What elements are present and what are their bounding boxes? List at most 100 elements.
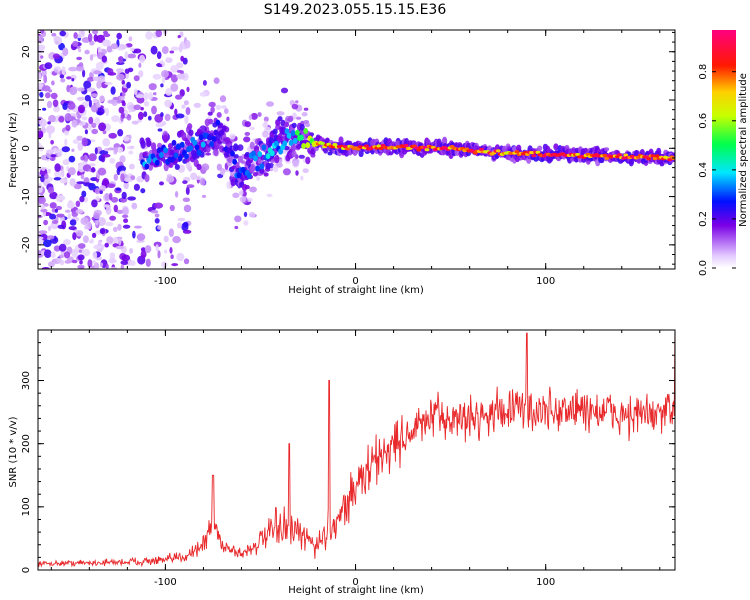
noise-blob [145,31,153,40]
noise-blob [88,153,97,162]
noise-blob [160,112,164,118]
noise-blob [53,177,62,181]
noise-blob [213,77,220,84]
noise-blob [301,111,308,117]
noise-blob [58,42,65,51]
noise-blob [49,191,58,200]
ridge-halo [268,137,274,144]
noise-blob [303,107,309,111]
ridge-halo [163,134,169,144]
ridge-core [251,150,256,157]
ridge-core [299,134,304,141]
noise-blob [39,118,47,128]
noise-blob [54,208,59,213]
ridge-core [424,148,430,152]
noise-blob [61,66,66,76]
noise-blob [99,190,103,194]
noise-blob [103,204,111,208]
noise-blob [82,69,86,78]
noise-blob [116,209,124,214]
ridge-core [144,163,150,170]
noise-blob [43,239,52,248]
noise-blob [169,204,175,212]
noise-blob [127,53,137,59]
noise-blob [69,219,77,226]
y-tick-label: -20 [21,237,32,253]
noise-blob [104,81,113,86]
noise-blob [170,83,179,92]
noise-blob [133,48,142,54]
noise-blob [248,114,253,121]
noise-blob [38,84,43,90]
noise-blob [41,167,46,171]
noise-blob [38,130,44,139]
noise-blob [147,115,152,121]
noise-blob [138,70,144,78]
ridge-core [213,129,219,136]
noise-blob [64,130,69,136]
noise-blob [154,202,163,209]
ridge-core [378,146,384,150]
noise-blob [40,30,45,34]
ridge-halo [263,172,269,177]
noise-blob [139,54,146,64]
noise-blob [121,214,129,218]
y-tick-label: -10 [21,188,32,204]
y-tick-label: 100 [21,497,32,516]
noise-blob [161,261,168,268]
x-tick-label: -100 [154,577,177,588]
x-tick-label: -100 [154,276,177,287]
noise-blob [73,32,78,39]
noise-blob [91,122,97,128]
noise-blob [38,44,46,51]
ridge-halo [299,123,305,131]
noise-blob [78,243,86,249]
noise-blob [161,121,167,126]
ridge-halo [139,137,145,145]
noise-blob [95,196,100,202]
ridge-core [171,139,177,146]
noise-blob [48,114,56,123]
noise-blob [298,154,305,159]
noise-blob [40,208,48,213]
noise-blob [152,73,162,80]
noise-blob [169,50,175,54]
noise-blob [154,213,160,218]
noise-blob [80,155,86,161]
ridge-core [257,151,263,158]
noise-blob [133,104,142,111]
noise-blob [111,196,119,203]
noise-blob [165,88,173,96]
noise-blob [115,245,125,250]
noise-blob [143,101,150,107]
noise-blob [164,99,173,108]
y-tick-label: 0 [21,567,32,573]
noise-blob [71,148,75,152]
noise-blob [180,55,185,62]
ridge-core [274,140,279,147]
noise-blob [58,243,67,252]
noise-blob [52,99,59,108]
noise-blob [47,186,55,194]
noise-blob [118,106,125,114]
ridge-core [652,156,658,161]
noise-blob [79,260,83,265]
ridge-halo [174,164,180,170]
noise-blob [57,224,65,229]
snr-series-line [38,332,675,568]
noise-blob [182,197,191,203]
noise-blob [87,76,95,82]
noise-blob [174,191,179,198]
ridge-core [602,153,608,157]
noise-blob [171,263,179,267]
noise-blob [128,36,133,42]
y-tick-label: 200 [21,434,32,453]
noise-blob [94,147,98,155]
noise-blob [65,124,71,132]
ridge-halo [291,150,297,158]
noise-blob [88,99,92,108]
noise-blob [128,108,132,113]
noise-blob [102,130,107,135]
noise-blob [239,190,244,196]
noise-blob [133,75,140,82]
